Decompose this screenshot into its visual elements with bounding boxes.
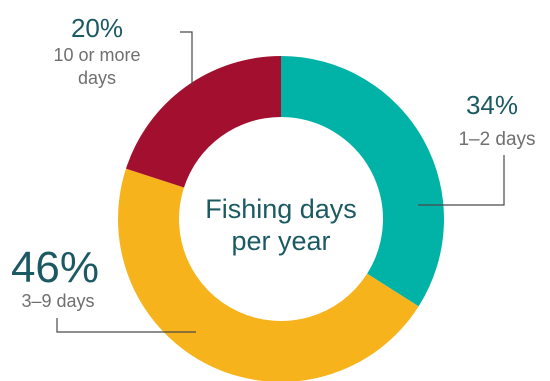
slice-value-label-46: 46% <box>11 243 99 292</box>
slices-group <box>118 56 444 381</box>
slice-value-label-20: 20% <box>71 13 123 43</box>
slice-value-label-34: 34% <box>466 90 518 120</box>
donut-slice-46 <box>118 168 419 381</box>
slice-label-46: 3–9 days <box>21 291 94 311</box>
center-label-line-2: per year <box>231 226 330 256</box>
donut-slice-34 <box>281 56 444 307</box>
leader-line-34 <box>418 155 505 206</box>
slice-label-20-line-2: days <box>78 68 116 88</box>
center-label-line-1: Fishing days <box>205 194 357 224</box>
leader-line-46 <box>56 318 196 333</box>
donut-slice-20 <box>125 56 282 188</box>
slice-label-34: 1–2 days <box>458 129 535 150</box>
slice-label-20-line-1: 10 or more <box>53 45 140 65</box>
leader-line-20 <box>180 31 193 85</box>
